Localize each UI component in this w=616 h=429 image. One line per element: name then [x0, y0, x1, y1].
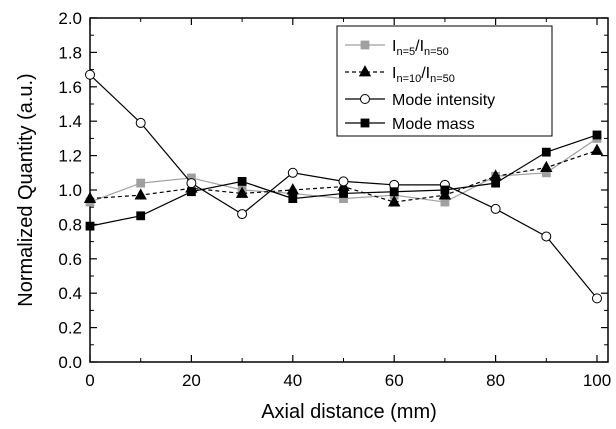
data-point [135, 117, 146, 128]
legend-label: Mode intensity [392, 92, 495, 109]
data-point [490, 203, 501, 214]
data-point [339, 189, 348, 198]
x-axis-title: Axial distance (mm) [261, 401, 437, 423]
data-point [440, 185, 450, 195]
legend-label: In=5/In=50 [392, 38, 449, 58]
data-point [388, 195, 401, 207]
legend-box [336, 25, 553, 137]
x-axis: 0 20 40 60 80 100 [85, 18, 611, 390]
data-point [592, 130, 602, 140]
data-point [85, 221, 95, 231]
series-3 [85, 130, 602, 231]
x-tick-label: 0 [85, 371, 94, 390]
x-tick-label: 60 [385, 371, 404, 390]
legend-marker [360, 94, 370, 104]
data-point [186, 187, 196, 197]
series-2 [85, 69, 602, 304]
legend-marker [360, 40, 370, 50]
data-point [592, 293, 602, 304]
data-point [235, 186, 249, 198]
y-tick-label: 0.8 [58, 215, 82, 234]
x-tick-label: 20 [182, 371, 201, 390]
y-tick-label: 1.2 [58, 147, 82, 166]
data-point [288, 194, 298, 204]
y-tick-label: 1.0 [58, 181, 82, 200]
data-point [541, 147, 551, 157]
data-point [237, 209, 248, 220]
y-axis: 0.0 0.2 0.4 0.6 0.8 1.0 1.2 1.4 1.6 1.8 2.0 [58, 9, 608, 372]
data-point [286, 183, 299, 195]
y-tick-label: 0.2 [58, 319, 82, 338]
legend-label: Mode mass [392, 116, 475, 133]
legend-marker [358, 65, 372, 77]
x-tick-label: 80 [486, 371, 505, 390]
y-axis-title: Normalized Quantity (a.u.) [15, 73, 37, 306]
data-point [590, 143, 604, 155]
data-point [237, 176, 247, 186]
x-tick-label: 40 [283, 371, 302, 390]
y-tick-label: 0.0 [58, 353, 82, 372]
y-tick-label: 1.6 [58, 78, 82, 97]
y-tick-label: 0.4 [58, 284, 82, 303]
data-point [136, 211, 146, 221]
data-point [541, 231, 552, 242]
y-tick-label: 1.4 [58, 112, 82, 131]
y-tick-label: 1.8 [58, 43, 82, 62]
data-point [287, 167, 298, 178]
data-point [186, 178, 197, 189]
data-point [85, 69, 95, 80]
legend-label: In=10/In=50 [392, 65, 455, 85]
data-point [491, 178, 501, 188]
y-tick-label: 2.0 [58, 9, 82, 28]
legend: In=5/In=50 In=10/In=50 Mode intensity Mode … [336, 25, 553, 137]
data-point [338, 176, 349, 187]
legend-marker [360, 118, 370, 128]
series-layer [83, 69, 604, 304]
data-point [389, 187, 399, 197]
data-point [136, 178, 146, 188]
y-tick-label: 0.6 [58, 250, 82, 269]
data-point [134, 188, 147, 200]
data-point [540, 160, 553, 173]
data-point [83, 191, 97, 204]
x-tick-label: 100 [583, 371, 611, 390]
